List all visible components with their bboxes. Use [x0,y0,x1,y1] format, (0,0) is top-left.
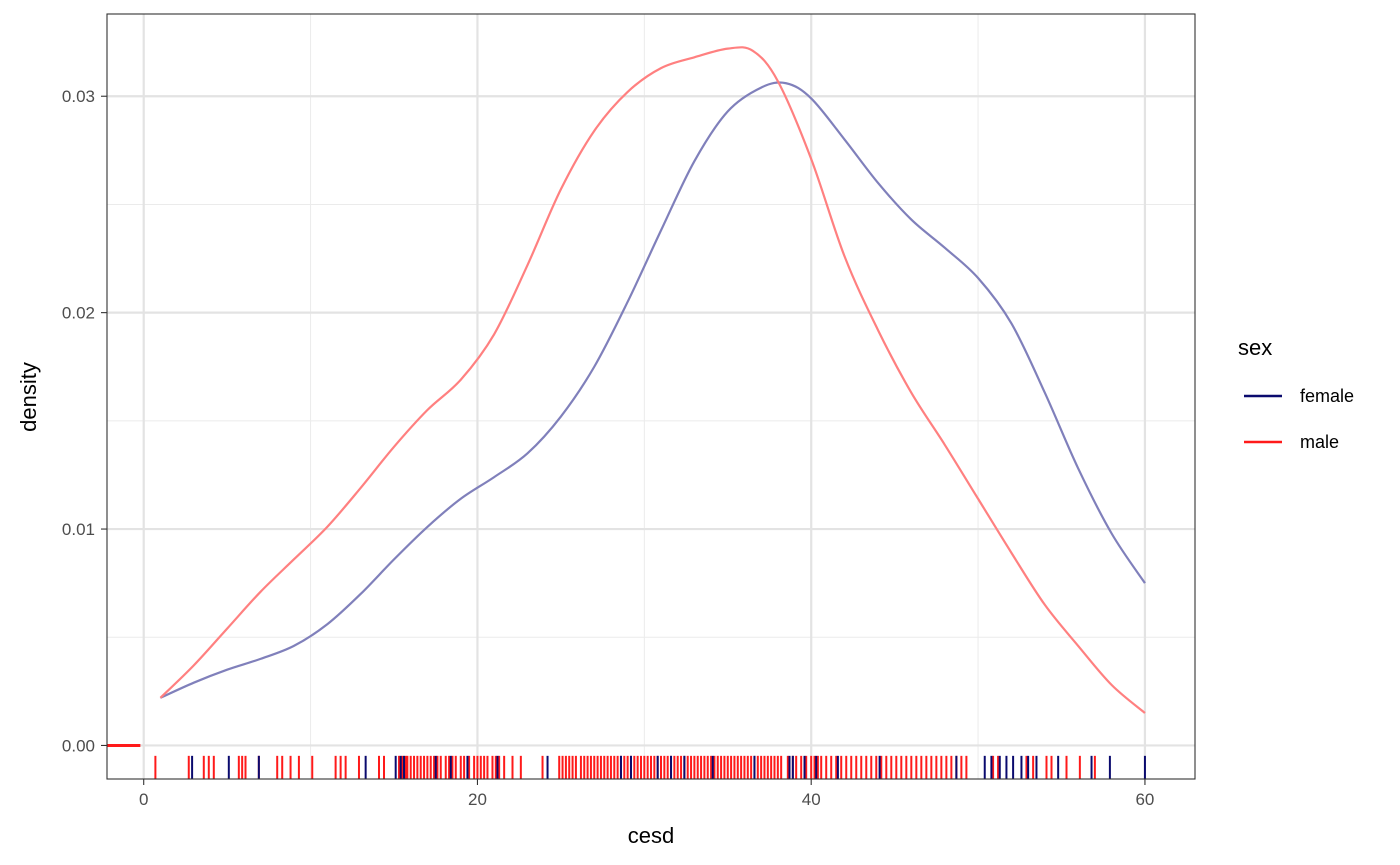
x-tick-label: 0 [139,790,148,809]
legend-label-female: female [1300,386,1354,406]
legend-title: sex [1238,335,1272,360]
plot-panel-border [106,13,1196,780]
y-tick-label: 0.03 [62,87,95,106]
y-tick-label: 0.00 [62,736,95,755]
x-tick-label: 40 [802,790,821,809]
y-tick-label: 0.01 [62,520,95,539]
x-tick-label: 60 [1135,790,1154,809]
legend-label-male: male [1300,432,1339,452]
rug-marks [107,743,1146,779]
x-axis-title: cesd [628,823,674,848]
density-line-female [159,81,1146,699]
minor-gridlines [107,14,1195,779]
y-axis: 0.00 0.01 0.02 0.03 [62,87,107,755]
x-axis: 0 20 40 60 [139,779,1154,809]
density-line-male [159,46,1146,714]
y-axis-title: density [16,362,41,432]
y-tick-label: 0.02 [62,304,95,323]
major-gridlines [107,14,1195,779]
legend: sex female male [1238,335,1354,452]
x-tick-label: 20 [468,790,487,809]
density-lines [159,46,1146,714]
